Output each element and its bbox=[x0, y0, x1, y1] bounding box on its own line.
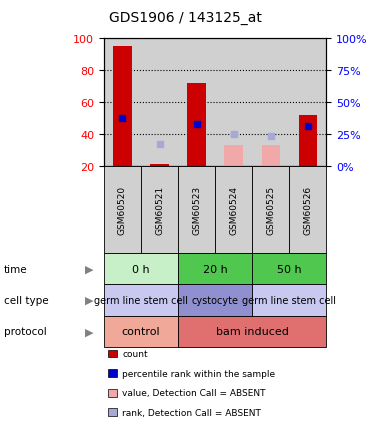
Point bbox=[305, 123, 311, 130]
Text: GSM60524: GSM60524 bbox=[229, 186, 238, 234]
Text: bam induced: bam induced bbox=[216, 327, 289, 336]
Text: ▶: ▶ bbox=[85, 296, 93, 305]
Text: 20 h: 20 h bbox=[203, 264, 227, 274]
Text: value, Detection Call = ABSENT: value, Detection Call = ABSENT bbox=[122, 388, 266, 397]
Text: GSM60523: GSM60523 bbox=[192, 186, 201, 234]
Text: ▶: ▶ bbox=[85, 327, 93, 336]
Text: 50 h: 50 h bbox=[277, 264, 302, 274]
Point bbox=[268, 133, 274, 140]
Text: count: count bbox=[122, 349, 148, 358]
Text: control: control bbox=[122, 327, 160, 336]
Text: GSM60521: GSM60521 bbox=[155, 186, 164, 234]
Text: GSM60525: GSM60525 bbox=[266, 186, 275, 234]
Point bbox=[194, 122, 200, 128]
Point bbox=[231, 131, 237, 138]
Text: percentile rank within the sample: percentile rank within the sample bbox=[122, 369, 276, 378]
Text: cystocyte: cystocyte bbox=[192, 296, 239, 305]
Text: cell type: cell type bbox=[4, 296, 48, 305]
Text: GDS1906 / 143125_at: GDS1906 / 143125_at bbox=[109, 11, 262, 25]
Bar bbox=[113, 47, 132, 167]
Text: 0 h: 0 h bbox=[132, 264, 150, 274]
Bar bbox=[224, 146, 243, 167]
Bar bbox=[187, 84, 206, 167]
Text: GSM60520: GSM60520 bbox=[118, 186, 127, 234]
Text: GSM60526: GSM60526 bbox=[303, 186, 312, 234]
Text: germ line stem cell: germ line stem cell bbox=[94, 296, 188, 305]
Bar bbox=[299, 115, 317, 167]
Point bbox=[157, 141, 162, 148]
Text: protocol: protocol bbox=[4, 327, 46, 336]
Text: time: time bbox=[4, 264, 27, 274]
Text: rank, Detection Call = ABSENT: rank, Detection Call = ABSENT bbox=[122, 408, 261, 417]
Point bbox=[119, 115, 125, 122]
Bar bbox=[262, 146, 280, 167]
Text: ▶: ▶ bbox=[85, 264, 93, 274]
Bar bbox=[150, 165, 169, 167]
Text: germ line stem cell: germ line stem cell bbox=[242, 296, 336, 305]
